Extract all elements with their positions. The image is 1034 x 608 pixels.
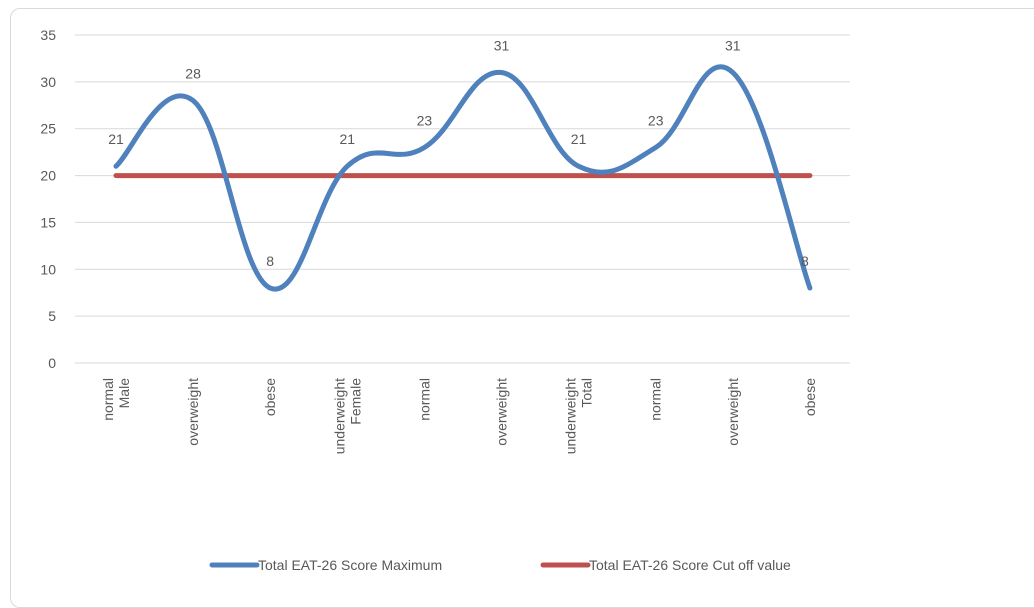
data-label: 31 [494, 37, 510, 53]
series-lines [113, 64, 813, 292]
y-tick-label: 25 [40, 121, 56, 137]
x-tick-label: overweight [725, 378, 741, 446]
x-tick-label: normal Male [100, 378, 132, 421]
legend-label: Total EAT-26 Score Cut off value [589, 557, 791, 573]
data-label: 23 [417, 112, 433, 128]
x-tick-label: overweight [185, 378, 201, 446]
y-tick-label: 5 [48, 308, 56, 324]
x-tick-label: obese [262, 378, 278, 416]
data-label: 8 [266, 253, 274, 269]
data-labels: 21 28 8 21 23 31 21 23 31 8 [108, 37, 809, 269]
x-tick-label-line: normal [416, 378, 432, 421]
y-tick-label: 0 [48, 355, 56, 371]
y-axis-ticks: 0 5 10 15 20 25 30 35 [40, 27, 56, 371]
x-tick-label-line: underweight [331, 378, 347, 454]
x-tick-label-line: normal [648, 378, 664, 421]
x-tick-label: normal [648, 378, 664, 421]
x-tick-label-line: Male [116, 378, 132, 409]
legend-item: Total EAT-26 Score Maximum [209, 557, 442, 573]
x-tick-label-line: obese [802, 378, 818, 416]
data-label: 23 [648, 112, 664, 128]
chart-frame [10, 8, 1034, 608]
x-tick-label-line: overweight [185, 378, 201, 446]
x-tick-label: overweight [494, 378, 510, 446]
y-tick-label: 30 [40, 74, 56, 90]
x-tick-label-line: Female [347, 378, 363, 425]
data-label: 8 [801, 253, 809, 269]
y-tick-label: 10 [40, 261, 56, 277]
data-label: 21 [571, 131, 587, 147]
x-tick-label: underweight Total [563, 378, 595, 454]
x-tick-label-line: overweight [725, 378, 741, 446]
y-tick-label: 20 [40, 168, 56, 184]
x-axis-ticks: normal Male overweight obese underweight Fema… [100, 378, 818, 454]
x-tick-label-line: obese [262, 378, 278, 416]
x-tick-label-line: Total [579, 378, 595, 408]
x-tick-label-line: normal [100, 378, 116, 421]
x-tick-label: normal [416, 378, 432, 421]
gridlines [75, 34, 850, 364]
legend-label: Total EAT-26 Score Maximum [258, 557, 442, 573]
x-tick-label: obese [802, 378, 818, 416]
legend-item: Total EAT-26 Score Cut off value [540, 557, 791, 573]
x-tick-label: underweight Female [331, 378, 363, 454]
x-tick-label-line: overweight [494, 378, 510, 446]
x-tick-label-line: underweight [563, 378, 579, 454]
legend: Total EAT-26 Score Maximum Total EAT-26 S… [209, 557, 791, 573]
y-tick-label: 15 [40, 214, 56, 230]
data-label: 28 [185, 66, 201, 82]
y-tick-label: 35 [40, 27, 56, 43]
data-label: 31 [725, 37, 741, 53]
data-label: 21 [108, 131, 124, 147]
series-line-maximum [113, 64, 813, 292]
data-label: 21 [340, 131, 356, 147]
